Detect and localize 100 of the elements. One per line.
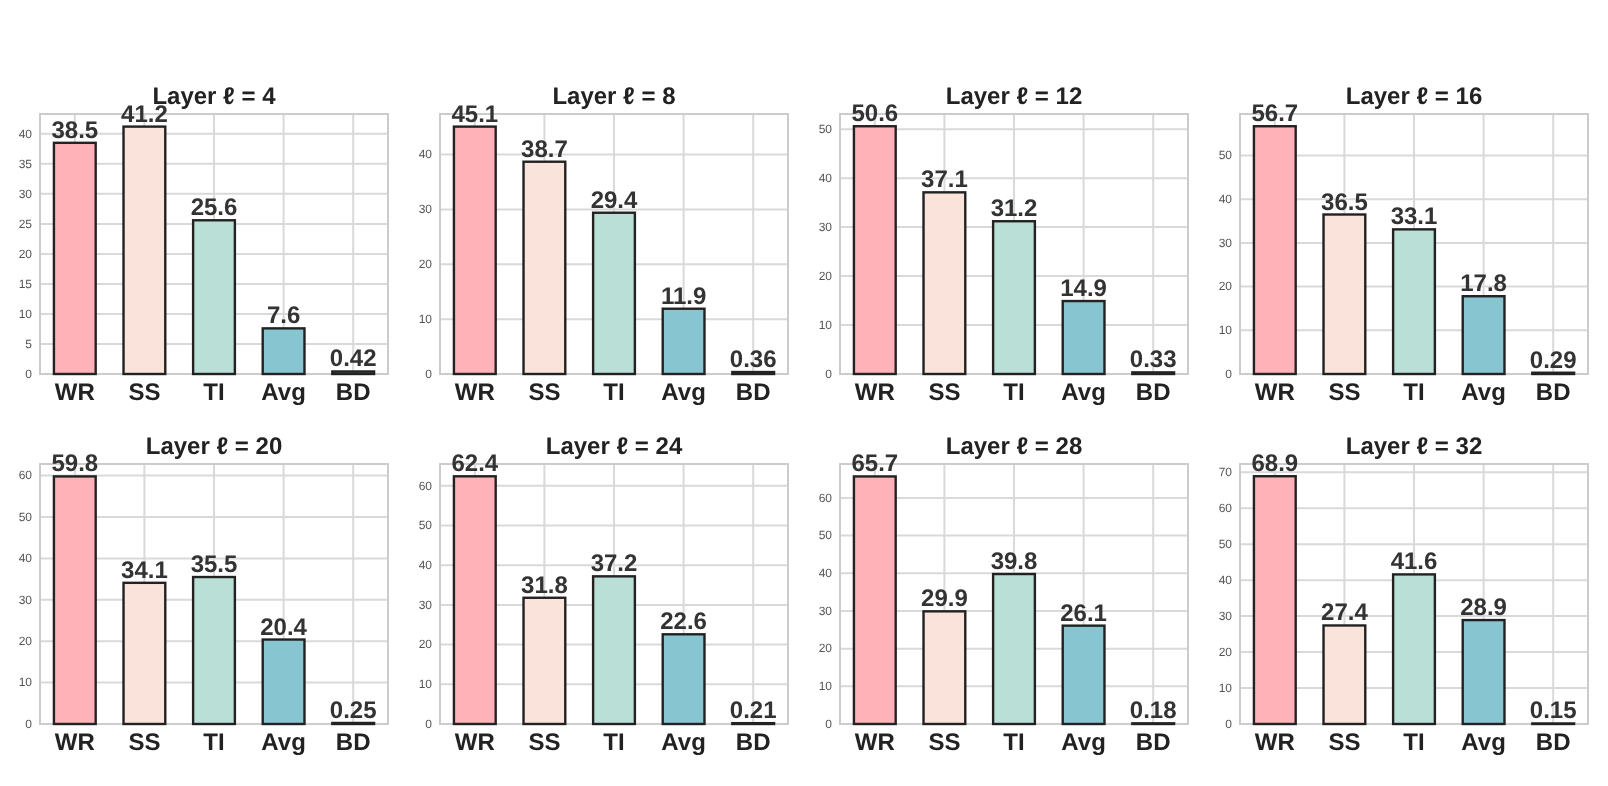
x-tick-label: SS [1328, 378, 1361, 406]
bar [591, 211, 637, 376]
data-label: 39.8 [990, 547, 1038, 576]
bar [991, 572, 1037, 726]
data-label: 0.15 [1529, 696, 1578, 725]
bar [661, 307, 706, 376]
bar [661, 633, 706, 726]
data-label: 27.4 [1321, 598, 1369, 627]
x-tick-label: TI [203, 728, 225, 756]
data-label: 35.5 [190, 550, 238, 579]
data-label: 65.7 [851, 449, 899, 478]
data-label: 29.4 [590, 185, 638, 214]
data-label: 34.1 [121, 555, 169, 584]
data-label: 62.4 [451, 449, 499, 478]
x-tick-label: TI [1403, 378, 1425, 406]
x-tick-label: WR [54, 378, 96, 406]
x-tick-label: Avg [1061, 378, 1106, 406]
data-label: 33.1 [1390, 202, 1438, 231]
bar [991, 220, 1037, 376]
x-tick-label: TI [1003, 728, 1025, 756]
x-tick-label: TI [1403, 728, 1425, 756]
bar [522, 596, 567, 726]
data-label: 25.6 [190, 193, 238, 222]
x-tick-label: WR [454, 378, 496, 406]
chart-title: Layer ℓ = 16 [1345, 82, 1483, 110]
data-label: 7.6 [266, 301, 301, 330]
x-tick-label: WR [854, 378, 896, 406]
chart-title: Layer ℓ = 32 [1345, 432, 1483, 460]
data-label: 28.9 [1460, 593, 1508, 622]
x-tick-label: WR [1254, 728, 1296, 756]
x-tick-label: WR [54, 728, 96, 756]
bar [922, 191, 967, 376]
x-tick-label: Avg [261, 728, 306, 756]
bar [591, 575, 637, 726]
bar [522, 160, 567, 376]
x-tick-label: SS [528, 728, 561, 756]
data-label: 14.9 [1060, 274, 1108, 303]
data-label: 11.9 [660, 281, 707, 310]
data-label: 31.2 [990, 194, 1038, 223]
data-label: 68.9 [1251, 449, 1299, 478]
data-label: 26.1 [1060, 598, 1108, 627]
data-label: 0.42 [329, 344, 378, 373]
x-tick-label: Avg [261, 378, 306, 406]
x-tick-label: TI [603, 728, 625, 756]
bar [1461, 618, 1506, 726]
data-label: 38.7 [521, 134, 569, 163]
bar [1322, 213, 1367, 376]
bar [52, 475, 97, 726]
data-label: 37.2 [590, 549, 638, 578]
data-label: 0.18 [1129, 696, 1178, 725]
bar [261, 327, 306, 376]
x-tick-label: BD [1535, 728, 1572, 756]
x-tick-label: SS [528, 378, 561, 406]
data-label: 45.1 [451, 99, 499, 128]
data-label: 0.25 [329, 695, 378, 724]
x-tick-label: SS [128, 378, 161, 406]
x-tick-label: WR [454, 728, 496, 756]
bar [261, 638, 306, 726]
x-tick-label: SS [928, 378, 961, 406]
x-tick-label: SS [1328, 728, 1361, 756]
x-tick-label: Avg [1061, 728, 1106, 756]
x-tick-label: BD [735, 378, 772, 406]
x-tick-label: Avg [661, 378, 706, 406]
bar [1252, 125, 1297, 376]
x-tick-label: BD [1135, 378, 1172, 406]
bar [1061, 624, 1106, 726]
x-tick-label: BD [1535, 378, 1572, 406]
data-label: 0.29 [1529, 345, 1578, 374]
bar [452, 475, 497, 726]
x-tick-label: SS [128, 728, 161, 756]
data-label: 41.6 [1390, 547, 1438, 576]
bar [452, 125, 497, 376]
bar [122, 581, 167, 726]
bar [922, 610, 967, 726]
bar [122, 125, 167, 376]
x-tick-label: Avg [661, 728, 706, 756]
data-label: 37.1 [921, 165, 969, 194]
chart-title: Layer ℓ = 20 [145, 432, 283, 460]
chart-title: Layer ℓ = 24 [545, 432, 683, 460]
bar [852, 125, 897, 376]
chart-title: Layer ℓ = 4 [152, 82, 277, 110]
data-label: 50.6 [851, 99, 899, 128]
bar [52, 141, 97, 376]
data-label: 22.6 [660, 607, 708, 636]
x-tick-label: TI [1003, 378, 1025, 406]
bar [1461, 295, 1506, 376]
data-label: 59.8 [51, 449, 99, 478]
bar [1391, 573, 1437, 726]
x-tick-label: WR [1254, 378, 1296, 406]
x-tick-label: BD [335, 728, 372, 756]
x-tick-label: TI [603, 378, 625, 406]
data-label: 31.8 [521, 570, 569, 599]
x-tick-label: BD [1135, 728, 1172, 756]
bar [191, 575, 237, 726]
data-label: 36.5 [1321, 187, 1369, 216]
data-label: 0.36 [729, 345, 778, 374]
data-label: 0.33 [1129, 345, 1178, 374]
chart-title: Layer ℓ = 12 [945, 82, 1083, 110]
data-label: 29.9 [921, 584, 969, 613]
data-label: 20.4 [260, 612, 308, 641]
